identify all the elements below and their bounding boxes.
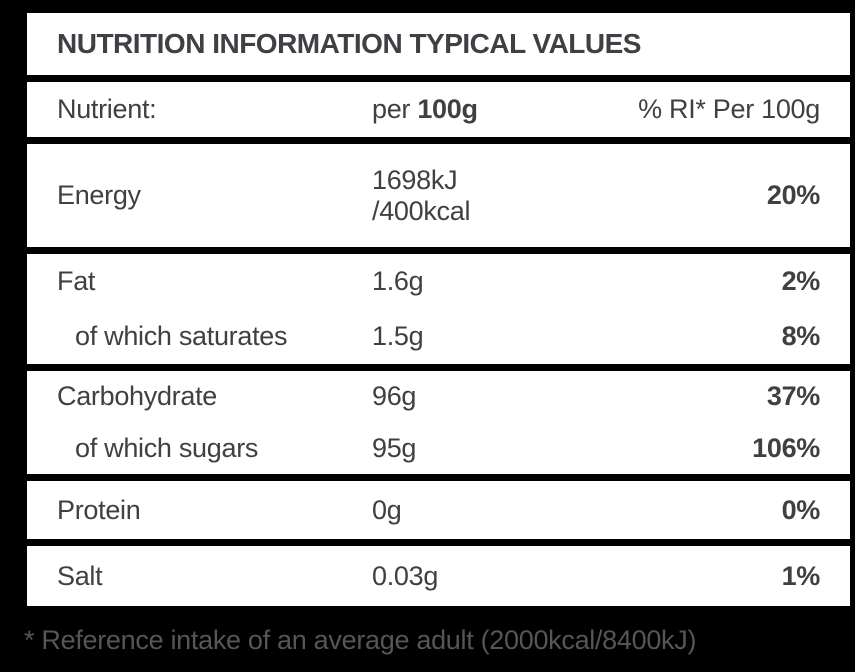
per-prefix: per [372,94,418,124]
salt-section: Salt 0.03g 1% [27,546,850,606]
per-amount: 100g [417,94,478,124]
nutrient-name: Protein [57,494,141,525]
column-header-row: Nutrient: per 100g % RI* Per 100g [27,82,850,137]
energy-kcal: /400kcal [372,195,471,226]
nutrient-value: 0.03g [372,560,439,591]
table-row-saturates: of which saturates 1.5g 8% [27,309,850,364]
column-header-ri: % RI* Per 100g [638,94,820,124]
table-row-carbohydrate: Carbohydrate 96g 37% [27,371,850,423]
fat-section: Fat 1.6g 2% of which saturates 1.5g 8% [27,254,850,364]
table-row-protein: Protein 0g 0% [27,481,850,539]
nutrient-name: of which saturates [75,321,288,351]
nutrient-value: 1.5g [372,321,424,351]
nutrient-ri-percent: 8% [781,321,821,351]
nutrient-value: 1698kJ /400kcal [372,165,767,227]
reference-intake-footnote: * Reference intake of an average adult (… [24,625,697,655]
nutrient-value: 1.6g [372,266,424,296]
nutrient-ri-percent: 20% [766,180,820,210]
column-header-section: Nutrient: per 100g % RI* Per 100g [27,82,850,137]
nutrient-ri-percent: 37% [766,381,820,412]
table-row-sugars: of which sugars 95g 106% [27,423,850,475]
label-title: NUTRITION INFORMATION TYPICAL VALUES [57,28,642,59]
column-header-nutrient: Nutrient: [57,94,157,124]
nutrient-name: Fat [57,266,96,296]
nutrient-name: Carbohydrate [57,381,217,412]
label-frame: NUTRITION INFORMATION TYPICAL VALUES Nut… [27,13,850,606]
carbohydrate-section: Carbohydrate 96g 37% of which sugars 95g… [27,371,850,474]
nutrient-ri-percent: 2% [781,266,821,296]
nutrient-value: 96g [372,381,417,412]
protein-section: Protein 0g 0% [27,481,850,539]
nutrient-name: Energy [57,180,141,210]
column-header-per-100g: per 100g [372,94,638,125]
energy-section: Energy 1698kJ /400kcal 20% [27,144,850,247]
title-section: NUTRITION INFORMATION TYPICAL VALUES [27,13,850,75]
table-row-salt: Salt 0.03g 1% [27,546,850,606]
nutrient-ri-percent: 0% [781,494,821,525]
table-row-energy: Energy 1698kJ /400kcal 20% [27,144,850,247]
table-row-fat: Fat 1.6g 2% [27,254,850,309]
nutrient-ri-percent: 106% [752,432,820,463]
nutrient-value: 0g [372,494,402,525]
nutrient-name: of which sugars [75,432,259,463]
energy-kj: 1698kJ [372,164,458,195]
nutrient-value: 95g [372,432,417,463]
nutrient-ri-percent: 1% [781,560,821,591]
nutrient-name: Salt [57,560,103,591]
